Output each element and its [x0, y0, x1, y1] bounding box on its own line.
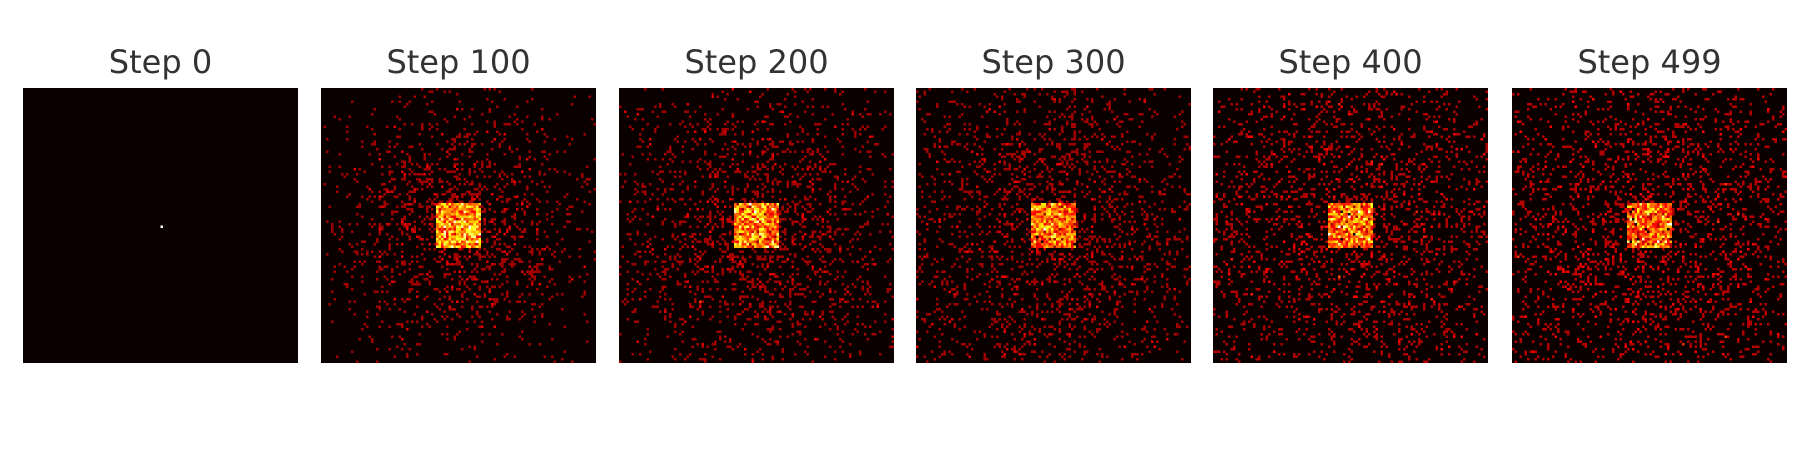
heatmap-panel: Step 0 — [23, 32, 298, 363]
heatmap-image — [916, 88, 1191, 363]
heatmap-image — [1512, 88, 1787, 363]
panel-title: Step 400 — [1278, 43, 1423, 81]
heatmap-panel: Step 100 — [321, 32, 596, 363]
panel-title: Step 100 — [386, 43, 531, 81]
panel-title: Step 0 — [108, 43, 213, 81]
panel-title: Step 200 — [684, 43, 829, 81]
heatmap-canvas — [619, 88, 894, 363]
heatmap-panel: Step 200 — [619, 32, 894, 363]
heatmap-image — [1213, 88, 1488, 363]
heatmap-canvas — [321, 88, 596, 363]
panel-title: Step 300 — [981, 43, 1126, 81]
heatmap-panel: Step 400 — [1213, 32, 1488, 363]
panel-title: Step 499 — [1577, 43, 1722, 81]
heatmap-image — [23, 88, 298, 363]
heatmap-image — [321, 88, 596, 363]
heatmap-image — [619, 88, 894, 363]
heatmap-panel: Step 499 — [1512, 32, 1787, 363]
heatmap-canvas — [1512, 88, 1787, 363]
heatmap-panel: Step 300 — [916, 32, 1191, 363]
heatmap-canvas — [1213, 88, 1488, 363]
heatmap-canvas — [916, 88, 1191, 363]
heatmap-canvas — [23, 88, 298, 363]
